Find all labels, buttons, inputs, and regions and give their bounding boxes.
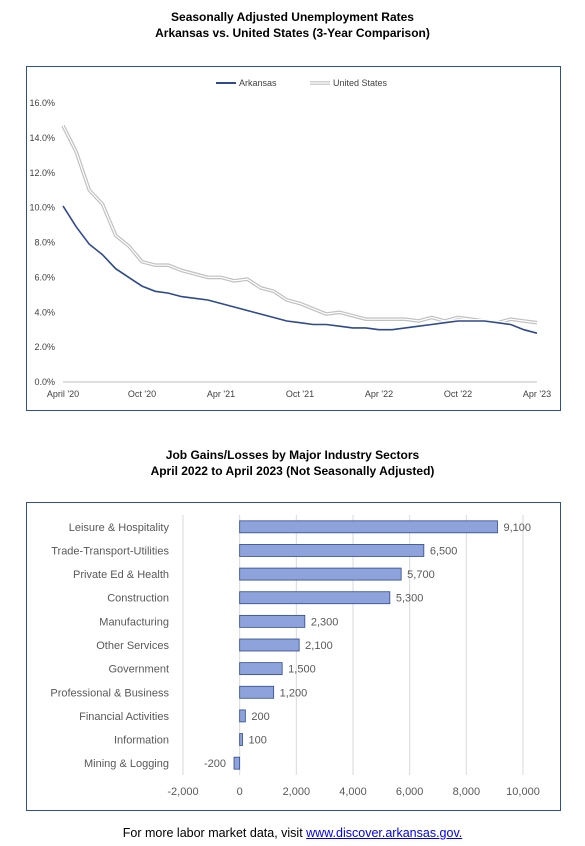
data-label: 200 <box>251 711 269 723</box>
data-label: -200 <box>204 758 226 770</box>
bar <box>239 567 402 581</box>
discover-arkansas-link[interactable]: www.discover.arkansas.gov. <box>306 826 463 840</box>
category-label: Other Services <box>96 640 169 652</box>
y-tick-label: 12.0% <box>29 168 55 178</box>
x-tick-label: 8,000 <box>453 786 481 798</box>
x-tick-label: 4,000 <box>339 786 367 798</box>
x-tick-label: Apr '22 <box>365 389 393 399</box>
united-states-line <box>61 124 538 325</box>
chart1-title-line2: Arkansas vs. United States (3-Year Compa… <box>155 26 430 40</box>
x-tick-label: Oct '21 <box>286 389 314 399</box>
bar <box>239 638 300 652</box>
x-tick-label: Apr '21 <box>207 389 235 399</box>
bar <box>239 685 275 699</box>
y-tick-label: 0.0% <box>34 377 55 387</box>
y-tick-label: 2.0% <box>34 342 55 352</box>
data-label: 6,500 <box>430 545 458 557</box>
category-label: Professional & Business <box>50 687 169 699</box>
category-label: Mining & Logging <box>84 758 169 770</box>
data-label: 9,100 <box>504 522 532 534</box>
chart1-panel: 0.0% 2.0% 4.0% 6.0% 8.0% 10.0% 12.0% 14.0% 16.0%… <box>26 66 561 411</box>
chart2-panel: -2,000 0 2,000 4,000 6,000 8,000 10,000 Leisure… <box>26 502 561 811</box>
category-label: Information <box>114 735 169 747</box>
footer-prefix: For more labor market data, visit <box>122 826 307 840</box>
x-tick-label: 6,000 <box>396 786 424 798</box>
arkansas-line <box>62 205 538 334</box>
category-label: Construction <box>107 593 169 605</box>
category-label: Government <box>108 664 169 676</box>
bar <box>239 709 246 723</box>
x-tick-label: -2,000 <box>167 786 198 798</box>
data-label: 100 <box>249 735 267 747</box>
bar <box>239 520 498 534</box>
data-label: 5,700 <box>407 569 435 581</box>
chart2-title-line2: April 2022 to April 2023 (Not Seasonally… <box>150 464 435 478</box>
x-tick-label: April '20 <box>47 389 79 399</box>
chart2-title-line1: Job Gains/Losses by Major Industry Secto… <box>165 448 420 462</box>
y-tick-label: 16.0% <box>29 98 55 108</box>
y-tick-label: 14.0% <box>29 133 55 143</box>
x-tick-label: 2,000 <box>283 786 311 798</box>
arkansas-line-halo <box>61 204 538 336</box>
data-label: 2,300 <box>311 616 339 628</box>
category-label: Trade-Transport-Utilities <box>51 545 169 557</box>
data-label: 1,500 <box>288 664 316 676</box>
unemployment-line-chart: 0.0% 2.0% 4.0% 6.0% 8.0% 10.0% 12.0% 14.0% 16.0%… <box>29 78 551 399</box>
y-tick-label: 10.0% <box>29 203 55 213</box>
bar <box>239 614 306 628</box>
x-tick-label: 0 <box>237 786 243 798</box>
bar <box>239 591 391 605</box>
category-label: Financial Activities <box>79 711 169 723</box>
x-tick-label: Oct '22 <box>444 389 472 399</box>
y-tick-label: 6.0% <box>34 272 55 282</box>
data-label: 5,300 <box>396 593 424 605</box>
legend-label-arkansas: Arkansas <box>239 78 277 88</box>
bar <box>239 662 283 676</box>
bar <box>239 544 425 557</box>
category-label: Manufacturing <box>99 616 169 628</box>
category-label: Leisure & Hospitality <box>69 522 170 534</box>
united-states-line-core <box>62 125 538 324</box>
x-tick-label: 10,000 <box>506 786 540 798</box>
bar <box>233 756 241 770</box>
category-label: Private Ed & Health <box>73 569 169 581</box>
footer-note: For more labor market data, visit www.di… <box>0 826 585 840</box>
x-tick-label: Apr '23 <box>523 389 551 399</box>
x-tick-label: Oct '20 <box>128 389 156 399</box>
industry-bar-chart: -2,000 0 2,000 4,000 6,000 8,000 10,000 Leisure… <box>50 515 540 798</box>
y-tick-label: 8.0% <box>34 238 55 248</box>
y-tick-label: 4.0% <box>34 307 55 317</box>
chart1-title-line1: Seasonally Adjusted Unemployment Rates <box>171 10 414 24</box>
data-label: 1,200 <box>280 687 308 699</box>
data-label: 2,100 <box>305 640 333 652</box>
legend-label-united-states: United States <box>333 78 388 88</box>
bar <box>239 733 243 746</box>
